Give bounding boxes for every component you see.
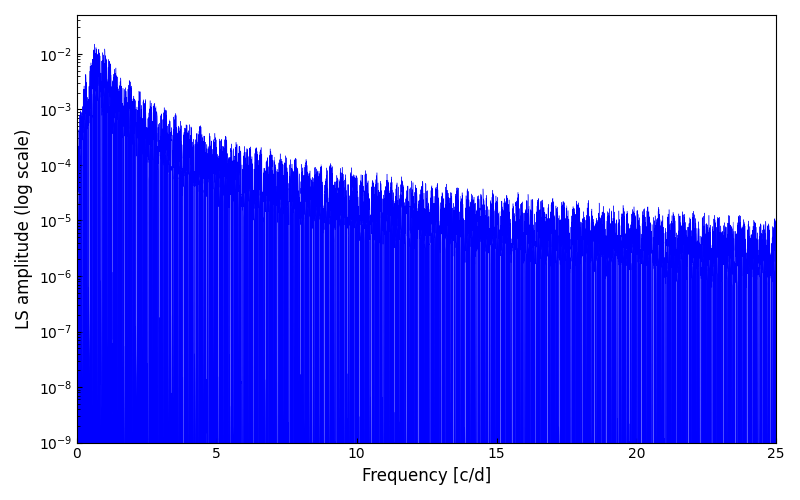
X-axis label: Frequency [c/d]: Frequency [c/d] <box>362 467 491 485</box>
Y-axis label: LS amplitude (log scale): LS amplitude (log scale) <box>15 128 33 329</box>
